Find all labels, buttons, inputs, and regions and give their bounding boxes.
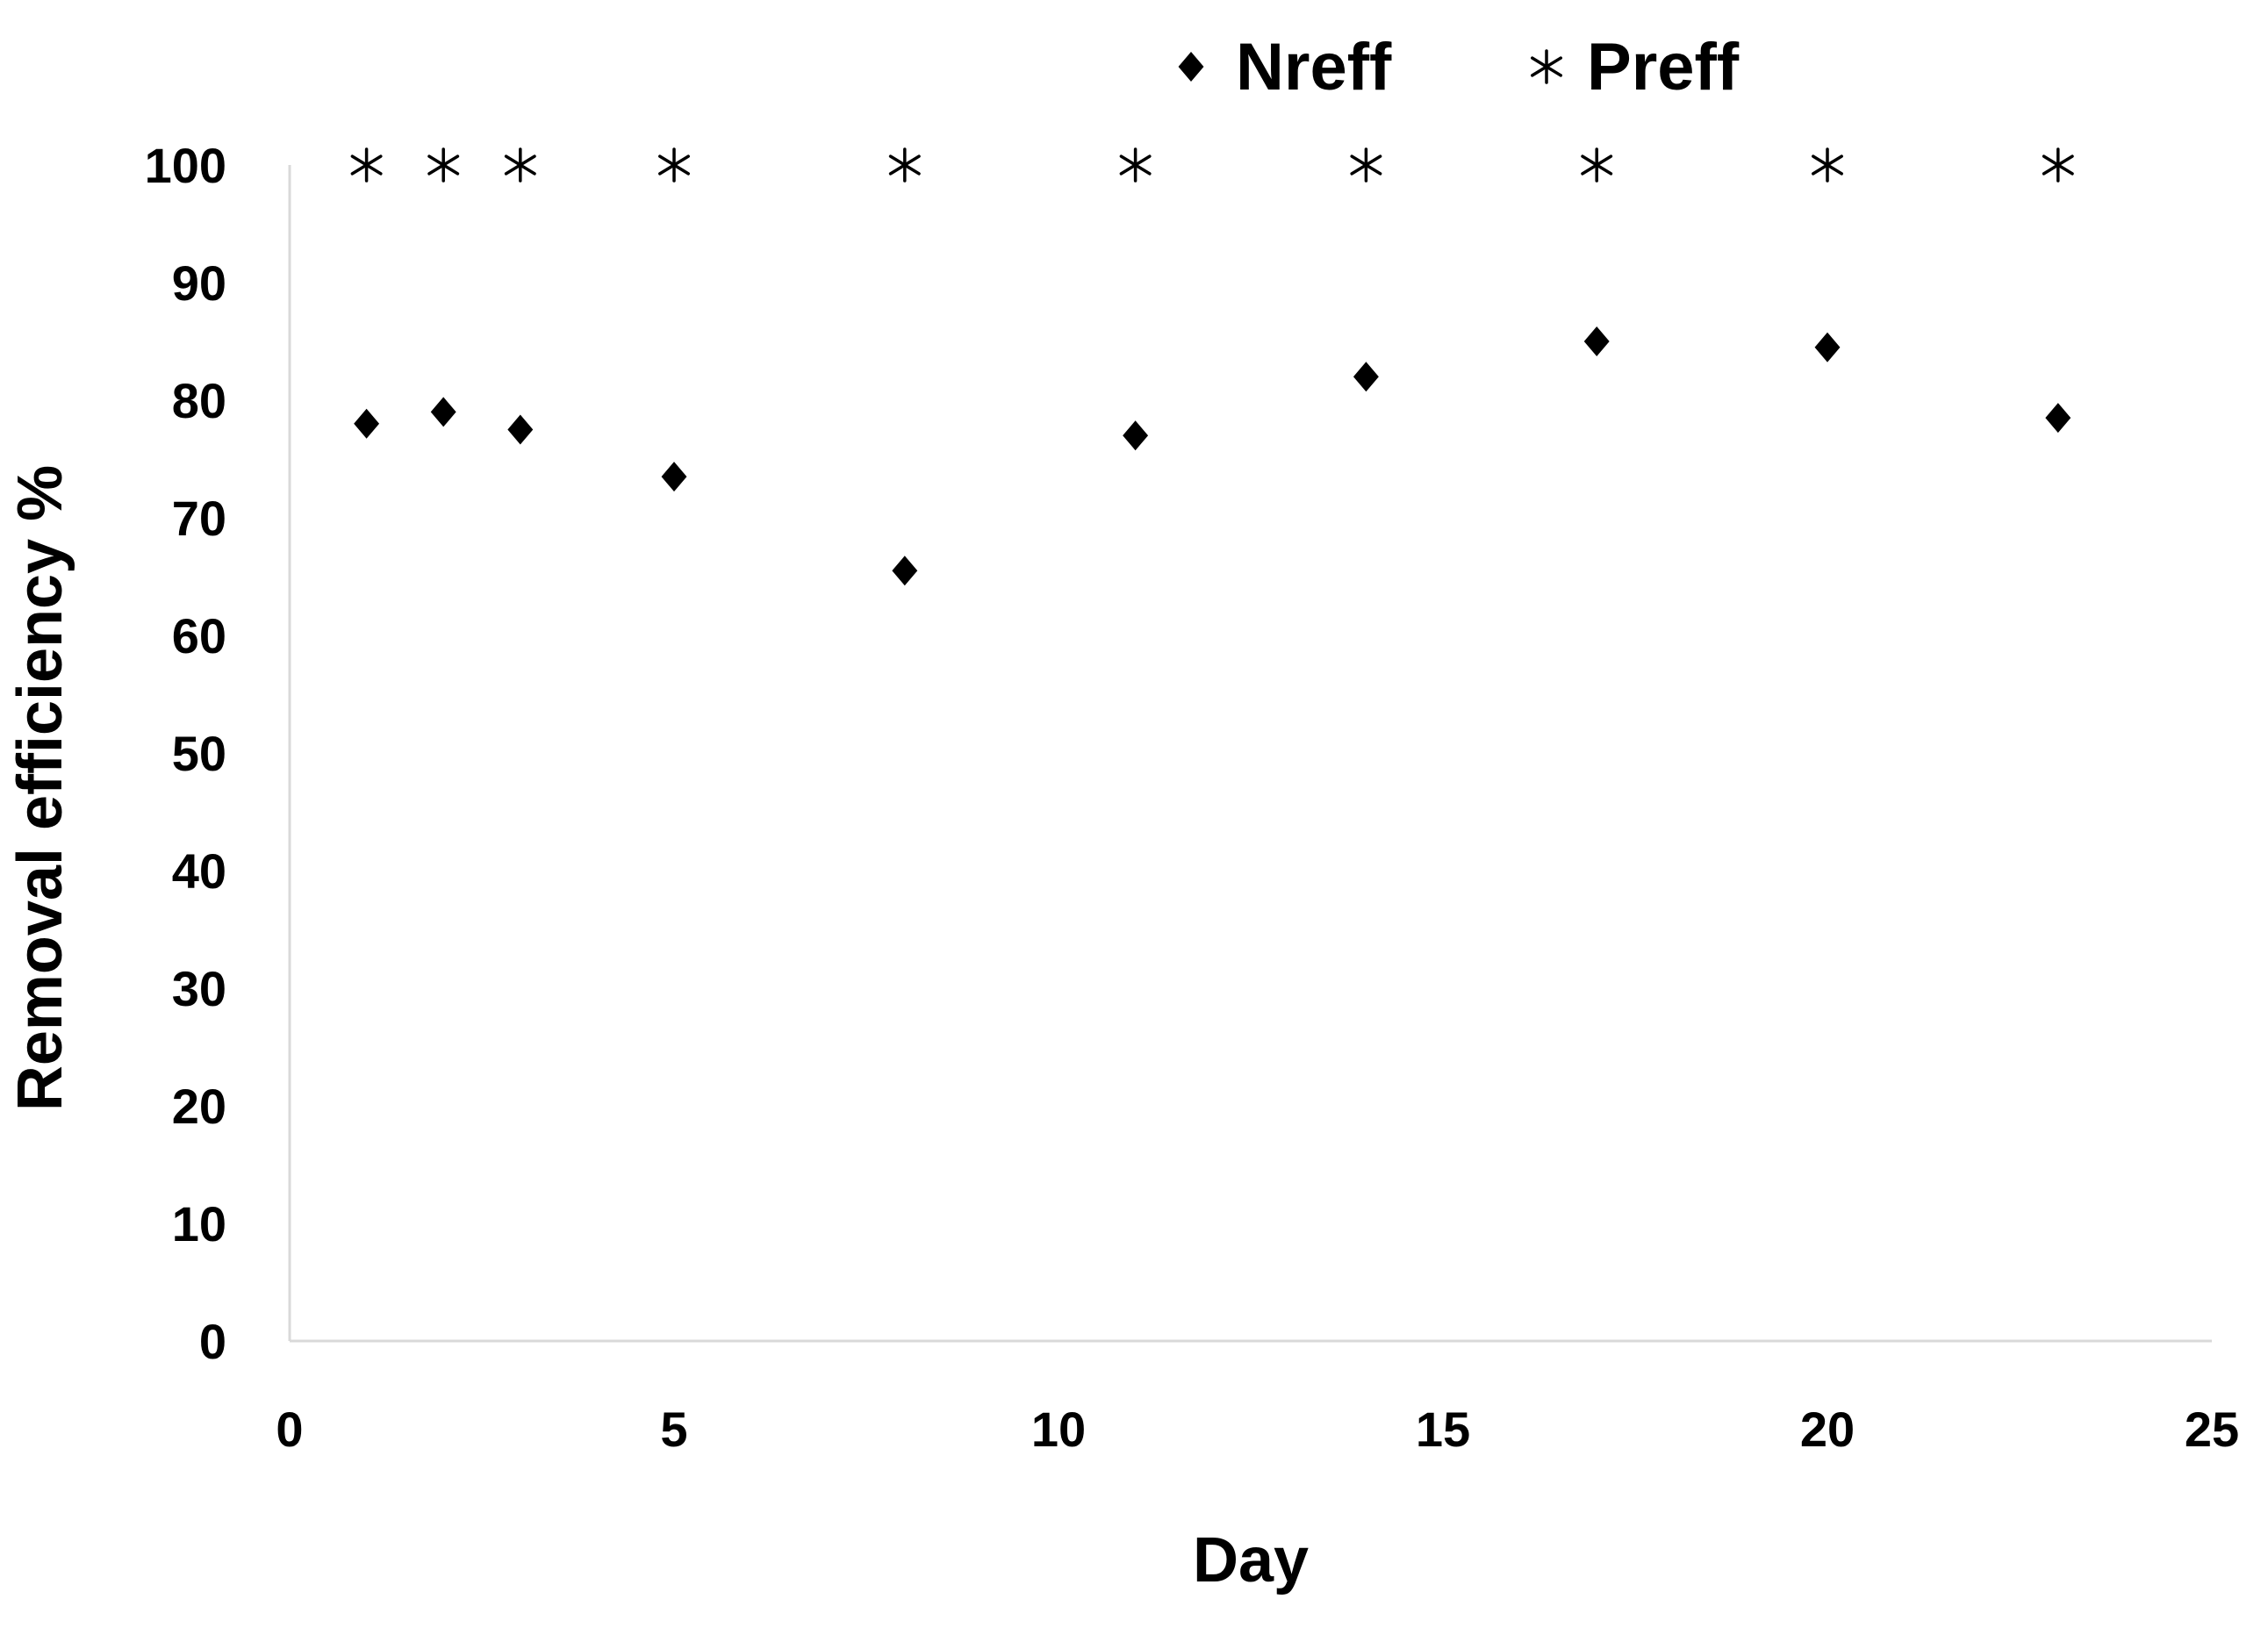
asterisk-point-preff [1812, 147, 1843, 183]
diamond-point-nreff [507, 414, 534, 445]
diamond-point-nreff [430, 397, 456, 427]
y-tick-label: 70 [172, 491, 226, 546]
diamond-point-nreff [2045, 403, 2071, 434]
legend-label: Nreff [1236, 30, 1392, 104]
x-tick-label: 5 [660, 1402, 687, 1457]
asterisk-point-preff [888, 147, 921, 183]
asterisk-marker-icon [1531, 49, 1562, 84]
diamond-point-nreff [1123, 420, 1149, 451]
diamond-point-nreff [1814, 332, 1841, 362]
x-tick-label: 15 [1416, 1402, 1470, 1457]
y-axis-title: Removal efficiency % [5, 465, 75, 1111]
y-tick-label: 50 [172, 726, 226, 781]
asterisk-point-preff [427, 147, 460, 183]
y-tick-label: 60 [172, 608, 226, 663]
asterisk-point-preff [504, 147, 536, 183]
asterisk-point-preff [350, 147, 383, 183]
asterisk-point-preff [1119, 147, 1152, 183]
diamond-point-nreff [354, 408, 380, 439]
asterisk-point-preff [1350, 147, 1382, 183]
asterisk-point-preff [658, 147, 690, 183]
x-tick-label: 0 [276, 1402, 303, 1457]
asterisk-point-preff [1581, 147, 1613, 183]
y-tick-label: 20 [172, 1079, 226, 1134]
y-tick-label: 30 [172, 961, 226, 1016]
x-tick-label: 10 [1031, 1402, 1086, 1457]
axes [288, 165, 2212, 1343]
y-tick-label: 40 [172, 843, 226, 899]
asterisk-point-preff [2042, 147, 2074, 183]
series-nreff [354, 326, 2071, 586]
y-tick-label: 80 [172, 373, 226, 428]
x-tick-label: 25 [2185, 1402, 2239, 1457]
diamond-point-nreff [1583, 326, 1610, 356]
y-tick-label: 10 [172, 1196, 226, 1251]
legend-label: Preff [1587, 30, 1740, 104]
data-points [350, 147, 2074, 586]
legend: Nreff Preff [1178, 30, 1740, 104]
x-tick-label: 20 [1800, 1402, 1855, 1457]
tick-labels: 0 10 20 30 40 50 60 70 80 90 100 0 5 10 15 20 25 [145, 138, 2240, 1457]
y-tick-label: 100 [145, 138, 226, 193]
y-tick-label: 90 [172, 255, 226, 311]
x-axis-title: Day [1193, 1525, 1309, 1596]
diamond-point-nreff [1353, 362, 1379, 392]
diamond-point-nreff [892, 556, 918, 586]
diamond-marker-icon [1178, 52, 1204, 82]
legend-item-preff: Preff [1531, 30, 1740, 104]
legend-item-nreff: Nreff [1178, 30, 1392, 104]
diamond-point-nreff [661, 462, 687, 492]
series-preff [350, 147, 2074, 183]
y-tick-label: 0 [199, 1314, 226, 1369]
